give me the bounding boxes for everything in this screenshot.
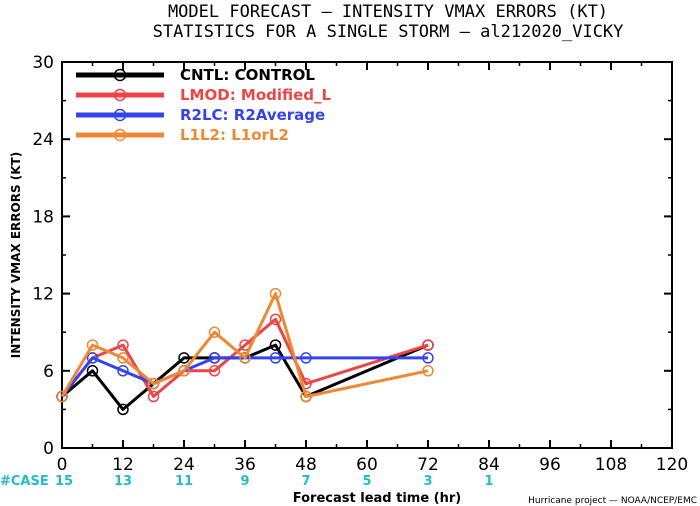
- plot-frame: [61, 61, 673, 449]
- data-point: [117, 339, 129, 351]
- legend-label: LMOD: Modified_L: [180, 86, 332, 104]
- legend-marker: [113, 108, 127, 122]
- data-point: [422, 365, 434, 377]
- x-tick-label: 48: [295, 455, 317, 475]
- data-point: [147, 377, 160, 390]
- series-line: [61, 343, 429, 411]
- data-point: [269, 339, 282, 351]
- data-point: [239, 352, 251, 364]
- plot-border: [61, 61, 673, 449]
- y-tick-label: 24: [32, 130, 54, 150]
- data-point: [147, 390, 160, 403]
- chart-subtitle: STATISTICS FOR A SINGLE STORM — al212020…: [153, 22, 624, 42]
- data-point: [178, 365, 190, 377]
- series-layer: [56, 287, 434, 416]
- legend-marker: [113, 128, 127, 142]
- data-point: [86, 365, 99, 377]
- data-point: [300, 352, 312, 364]
- data-point: [56, 390, 68, 403]
- y-axis-label: INTENSITY VMAX ERRORS (KT): [9, 152, 23, 358]
- data-point: [208, 365, 221, 377]
- data-point: [117, 403, 129, 416]
- case-count-row: #CASE 15 13 11 9 7 5 3 1: [0, 474, 494, 489]
- data-point: [208, 352, 221, 364]
- data-point: [422, 339, 434, 351]
- data-point: [269, 352, 282, 364]
- data-point: [269, 313, 282, 326]
- y-axis-ticks: 0 6 12 18 24 30: [32, 53, 672, 459]
- x-axis-label: Forecast lead time (hr): [293, 491, 461, 506]
- case-count: 5: [362, 474, 371, 489]
- case-count: 3: [423, 474, 432, 489]
- legend-marker: [113, 68, 127, 82]
- series-line: [60, 356, 428, 398]
- legend-label: L1L2: L1orL2: [180, 126, 289, 144]
- data-point: [269, 287, 282, 300]
- x-tick-label: 60: [356, 455, 378, 475]
- y-tick-label: 0: [43, 439, 54, 459]
- series-3: [56, 287, 434, 403]
- x-tick-label: 72: [417, 455, 439, 475]
- y-tick-label: 30: [32, 53, 54, 73]
- x-tick-label: 120: [656, 455, 688, 475]
- x-tick-label: 108: [595, 455, 627, 475]
- case-count: 1: [484, 474, 493, 489]
- data-point: [86, 352, 99, 364]
- y-tick-label: 6: [43, 362, 54, 382]
- x-tick-label: 12: [112, 455, 134, 475]
- x-tick-label: 0: [57, 455, 68, 475]
- data-point: [117, 352, 129, 364]
- legend: CNTL: CONTROL LMOD: Modified_L R2LC: R2Ave…: [76, 66, 332, 144]
- x-tick-label: 84: [478, 455, 500, 475]
- case-count: 11: [175, 474, 193, 489]
- x-tick-label: 36: [234, 455, 256, 475]
- series-0: [56, 339, 434, 416]
- legend-label: CNTL: CONTROL: [180, 66, 315, 84]
- data-point: [86, 339, 99, 351]
- x-tick-label: 24: [173, 455, 195, 475]
- y-tick-label: 18: [32, 207, 54, 227]
- credit-text: Hurricane project — NOAA/NCEP/EMC: [528, 496, 697, 506]
- data-point: [422, 352, 434, 364]
- y-tick-label: 12: [32, 285, 54, 305]
- data-point: [208, 326, 221, 338]
- legend-marker: [113, 88, 127, 102]
- data-point: [117, 365, 129, 377]
- x-tick-label: 96: [539, 455, 561, 475]
- data-point: [178, 352, 190, 364]
- case-count: 7: [301, 474, 310, 489]
- x-axis-ticks: 0 12 24 36 48 60 72 84 96 108 120: [57, 62, 688, 475]
- case-count: 15: [55, 474, 73, 489]
- series-line: [60, 292, 429, 398]
- data-point: [300, 390, 312, 403]
- chart-title: MODEL FORECAST — INTENSITY VMAX ERRORS (…: [168, 2, 608, 22]
- legend-label: R2LC: R2Average: [180, 106, 325, 124]
- case-label: #CASE: [0, 474, 49, 489]
- case-count: 13: [114, 474, 132, 489]
- case-count: 9: [240, 474, 249, 489]
